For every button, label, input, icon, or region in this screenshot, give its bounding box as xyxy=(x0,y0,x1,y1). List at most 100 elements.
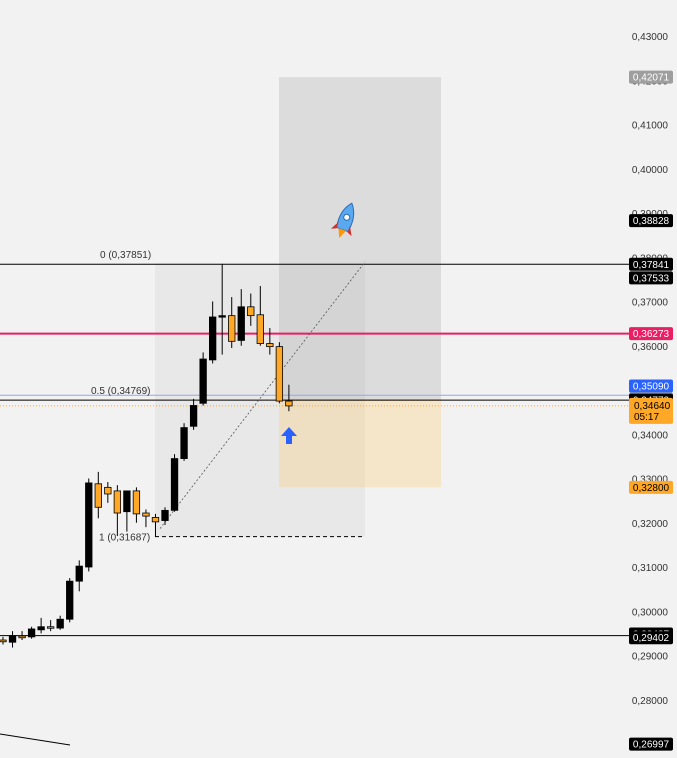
fibonacci-retracement[interactable]: 0 (0,37851) 0.5 (0,34769) 1 (0,31687) xyxy=(0,250,366,746)
fib-level-label: 1 (0,31687) xyxy=(99,533,150,544)
price-label-bg xyxy=(629,737,673,751)
candle-body xyxy=(247,306,255,317)
axis-tick-label: 0,37000 xyxy=(632,298,669,309)
target-zone xyxy=(279,77,441,401)
candle xyxy=(218,263,226,355)
candle xyxy=(275,342,284,404)
candle-body xyxy=(151,517,160,523)
price-label-bg xyxy=(629,257,673,271)
price-label-bg xyxy=(629,70,673,84)
candle xyxy=(0,636,7,645)
axis-tick-label: 0,28000 xyxy=(632,696,669,707)
price-label: 0,37841 xyxy=(629,257,673,271)
drawing-zones xyxy=(155,77,441,537)
candle-body xyxy=(180,427,188,459)
candle xyxy=(151,513,160,537)
axis-tick-label: 0,29000 xyxy=(632,652,669,663)
price-label: 0,32800 xyxy=(629,480,673,494)
candle xyxy=(123,490,131,532)
candle-body xyxy=(56,618,64,629)
price-label-text: 0,29402 xyxy=(633,633,670,644)
candle xyxy=(104,482,112,503)
candle-body xyxy=(256,314,264,344)
price-label-text: 0,37841 xyxy=(633,260,670,271)
candle-body xyxy=(123,490,131,513)
candle xyxy=(209,301,217,364)
candle xyxy=(285,384,293,412)
price-label-bg xyxy=(629,379,673,393)
fib-level-label: 0.5 (0,34769) xyxy=(91,386,151,397)
axis-tick-label: 0,31000 xyxy=(632,563,669,574)
candle xyxy=(113,485,122,537)
candle xyxy=(132,487,141,523)
price-label-bg xyxy=(629,631,673,645)
current-price-bg xyxy=(629,397,673,424)
price-axis[interactable]: 0,430000,420000,410000,400000,390000,380… xyxy=(632,32,669,707)
axis-tick-label: 0,32000 xyxy=(632,519,669,530)
current-price-text: 0,34640 xyxy=(634,401,671,412)
candle-body xyxy=(104,486,112,495)
candle-body xyxy=(266,343,274,348)
candle xyxy=(27,626,36,639)
price-label: 0,36273 xyxy=(629,327,673,341)
price-label-bg xyxy=(629,480,673,494)
axis-tick-label: 0,43000 xyxy=(632,32,669,43)
candle xyxy=(142,509,150,528)
trend-line xyxy=(0,733,71,746)
candle xyxy=(8,631,17,648)
candle xyxy=(18,631,26,641)
price-label-text: 0,26997 xyxy=(633,740,670,751)
candle xyxy=(256,286,264,346)
candle xyxy=(199,352,207,406)
candle-body xyxy=(142,512,150,517)
candle-body xyxy=(37,626,45,631)
axis-tick-label: 0,33000 xyxy=(632,475,669,486)
price-label-bg xyxy=(629,271,673,285)
candle xyxy=(47,620,55,632)
price-label: 0,35090 xyxy=(629,379,673,393)
candle-body xyxy=(218,315,226,318)
price-label-text: 0,35090 xyxy=(633,382,670,393)
candle xyxy=(266,328,274,355)
stop-zone xyxy=(279,400,441,488)
fib-trend-line xyxy=(159,261,366,529)
candle xyxy=(237,289,245,346)
price-label: 0,29402 xyxy=(629,631,673,645)
price-label-text: 0,42071 xyxy=(633,73,670,84)
candle xyxy=(161,507,169,525)
candle-body xyxy=(85,482,93,568)
candle-body xyxy=(94,483,102,508)
candle xyxy=(85,478,93,572)
price-label-text: 0,32800 xyxy=(633,483,670,494)
price-label: 0,37533 xyxy=(629,271,673,285)
price-label-text: 0,36273 xyxy=(633,329,670,340)
candle-body xyxy=(170,458,179,511)
axis-tick-label: 0,36000 xyxy=(632,342,669,353)
candle xyxy=(228,297,236,348)
candle-body xyxy=(161,509,169,521)
candle-body xyxy=(275,346,284,402)
candle-body xyxy=(18,635,26,639)
candle-body xyxy=(47,626,55,629)
horizontal-lines xyxy=(0,263,630,637)
axis-tick-label: 0,40000 xyxy=(632,165,669,176)
fib-level-label: 0 (0,37851) xyxy=(100,250,151,261)
price-label: 0,42071 xyxy=(629,70,673,84)
candle xyxy=(180,423,188,461)
price-label-bg xyxy=(629,327,673,341)
price-label: 0,26997 xyxy=(629,737,673,751)
axis-tick-label: 0,41000 xyxy=(632,121,669,132)
price-label: 0,38828 xyxy=(629,214,673,228)
candle-body xyxy=(66,580,74,620)
candle xyxy=(247,293,255,326)
candle-body xyxy=(8,635,17,643)
chart-icons xyxy=(281,202,355,444)
candle xyxy=(37,617,45,634)
price-label-text: 0,37533 xyxy=(633,273,670,284)
up-arrow-icon xyxy=(281,427,297,444)
candle-series xyxy=(0,263,293,648)
candle-body xyxy=(0,639,7,643)
axis-tick-label: 0,30000 xyxy=(632,607,669,618)
